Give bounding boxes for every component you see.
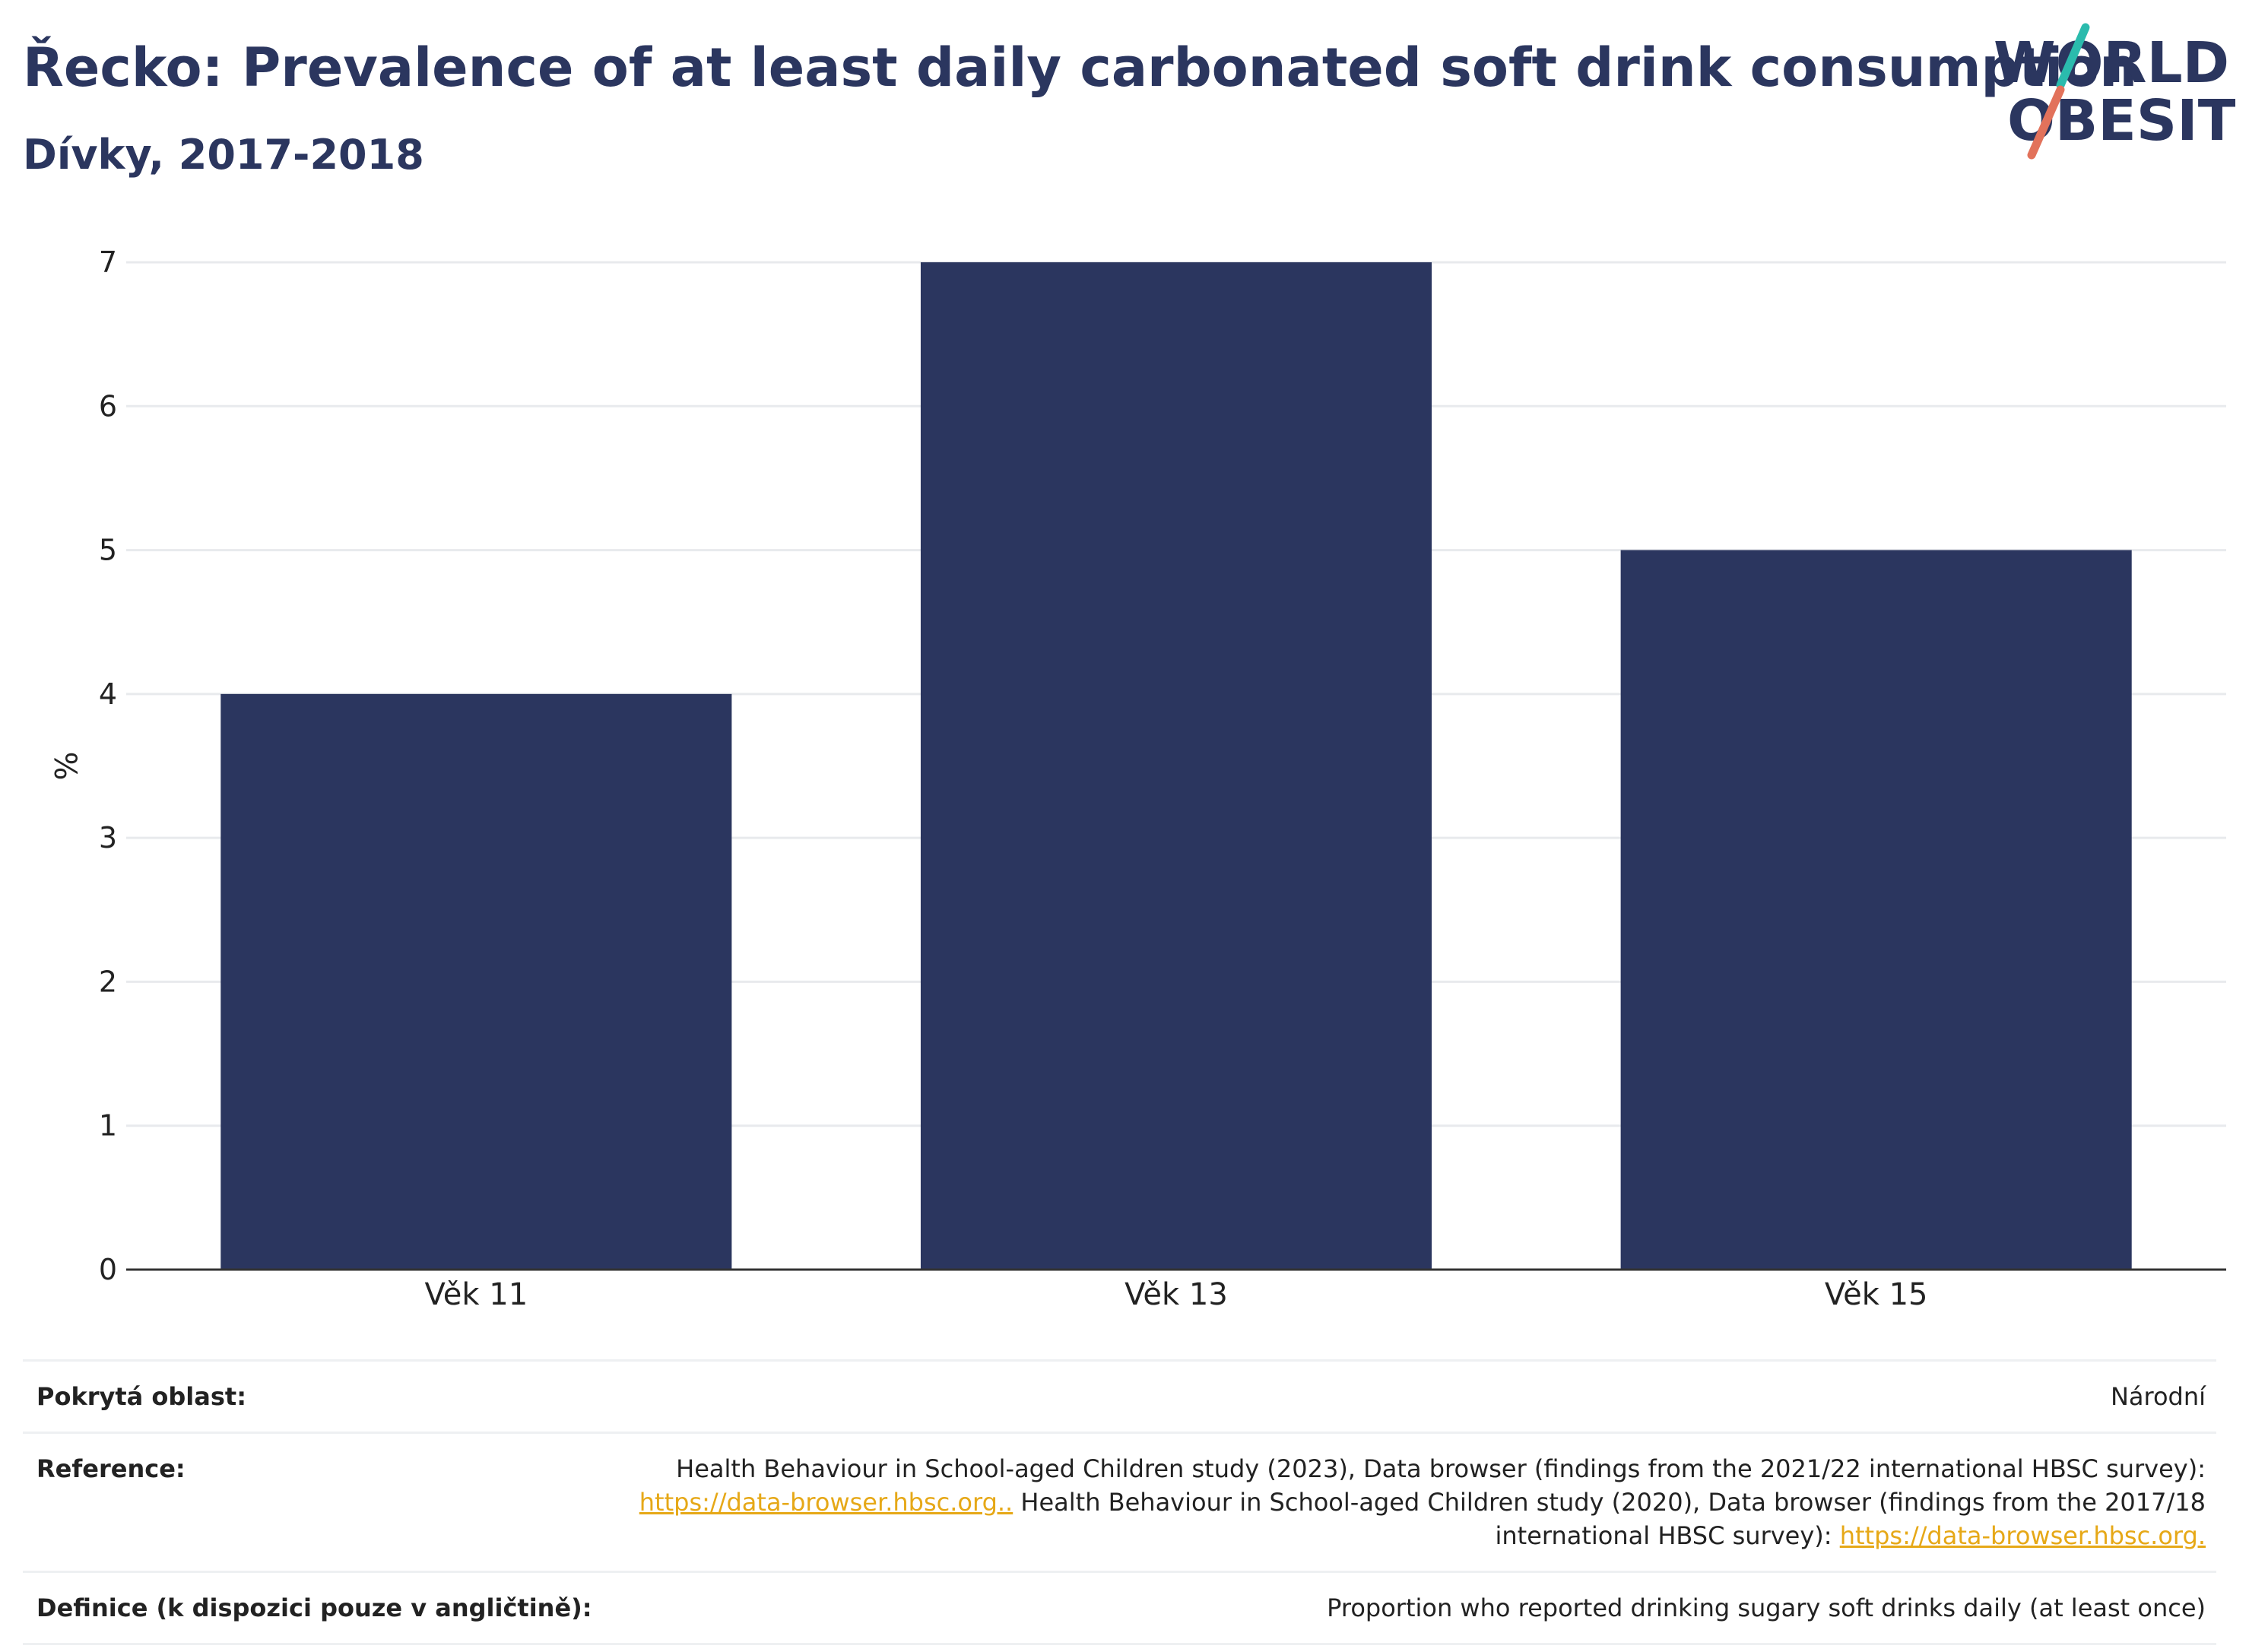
- bar-chart: 0 1 2 3 4 5 6 7 Věk 11 Věk 13 Věk 15%: [47, 246, 2226, 1312]
- x-tick-label: Věk 11: [425, 1277, 528, 1312]
- logo-slash-teal: [2056, 23, 2090, 90]
- info-value: Národní: [625, 1359, 2216, 1434]
- reference-link[interactable]: https://data-browser.hbsc.org..: [639, 1488, 1013, 1517]
- logo-word-world: WORLD: [1994, 30, 2229, 96]
- info-text: Health Behaviour in School-aged Children…: [676, 1454, 2206, 1483]
- bar: [920, 262, 1432, 1270]
- bar: [1620, 550, 2132, 1270]
- bar: [220, 693, 732, 1270]
- info-row: Definice (k dispozici pouze v angličtině…: [23, 1571, 2216, 1645]
- info-label: Definice (k dispozici pouze v angličtině…: [23, 1571, 625, 1645]
- chart-subtitle: Dívky, 2017-2018: [23, 131, 424, 179]
- y-tick-label: 6: [99, 389, 117, 423]
- info-row: Pokrytá oblast: Národní: [23, 1359, 2216, 1434]
- y-tick-label: 5: [99, 534, 117, 567]
- y-tick-label: 2: [99, 965, 117, 998]
- info-table: Pokrytá oblast: Národní Reference: Health B…: [23, 1359, 2216, 1645]
- y-tick-label: 0: [99, 1253, 117, 1286]
- info-label: Pokrytá oblast:: [23, 1359, 625, 1434]
- x-tick-label: Věk 15: [1825, 1277, 1928, 1312]
- axes: 0 1 2 3 4 5 6 7 Věk 11 Věk 13 Věk 15%: [47, 246, 2226, 1312]
- info-text: Národní: [2110, 1382, 2206, 1411]
- y-axis-title: %: [47, 751, 82, 780]
- info-value: Health Behaviour in School-aged Children…: [625, 1432, 2216, 1573]
- y-tick-label: 7: [99, 246, 117, 279]
- y-tick-label: 4: [99, 677, 117, 711]
- bars: [220, 262, 2132, 1270]
- info-text: Proportion who reported drinking sugary …: [1327, 1593, 2206, 1622]
- y-tick-label: 3: [99, 821, 117, 855]
- world-obesity-logo: WORLD OBESITY: [1994, 23, 2235, 160]
- chart-title: Řecko: Prevalence of at least daily carb…: [23, 36, 2138, 99]
- reference-link[interactable]: https://data-browser.hbsc.org.: [1839, 1521, 2206, 1550]
- y-tick-label: 1: [99, 1109, 117, 1143]
- info-value: Proportion who reported drinking sugary …: [625, 1571, 2216, 1645]
- info-label: Reference:: [23, 1432, 625, 1573]
- logo-slash-coral: [2027, 85, 2065, 160]
- info-row: Reference: Health Behaviour in School-age…: [23, 1432, 2216, 1573]
- x-tick-label: Věk 13: [1124, 1277, 1228, 1312]
- info-text: Health Behaviour in School-aged Children…: [1013, 1488, 2206, 1550]
